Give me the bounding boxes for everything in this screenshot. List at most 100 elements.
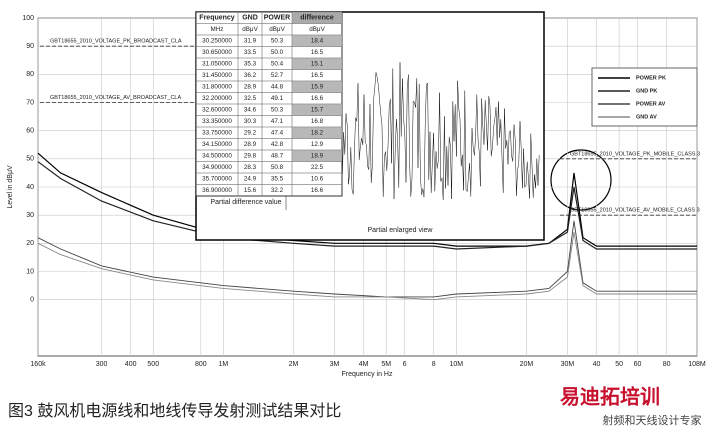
- table-text: dBμV: [309, 26, 325, 33]
- table-text: 28.9: [244, 83, 257, 90]
- x-tick-label: 1M: [219, 361, 229, 368]
- x-tick-label: 160k: [30, 361, 46, 368]
- table-text: 12.9: [311, 141, 324, 148]
- x-tick-label: 8: [432, 361, 436, 368]
- y-tick-label: 90: [26, 43, 34, 50]
- x-tick-label: 20M: [520, 361, 534, 368]
- x-tick-label: 10M: [449, 361, 463, 368]
- y-tick-label: 40: [26, 184, 34, 191]
- caption: 图3 鼓风机电源线和地线传导发射测试结果对比: [8, 402, 341, 420]
- x-tick-label: 50: [615, 361, 623, 368]
- logo-subtitle: 射频和天线设计专家: [603, 413, 702, 427]
- table-text: 35.700000: [202, 175, 232, 182]
- y-tick-label: 10: [26, 268, 34, 275]
- table-text: 15.6: [244, 187, 257, 194]
- table-text: 10.6: [311, 175, 324, 182]
- legend-label: GND PK: [636, 88, 657, 94]
- highlight-circle: [550, 149, 612, 211]
- table-text: 32.600000: [202, 106, 232, 113]
- table-cell-bg: [292, 104, 342, 116]
- table-text: 47.4: [271, 129, 284, 136]
- table-text: 16.5: [311, 72, 324, 79]
- x-tick-label: 4M: [359, 361, 369, 368]
- table-text: Frequency: [199, 15, 235, 22]
- y-tick-label: 0: [30, 297, 34, 304]
- table-text: 32.5: [244, 95, 257, 102]
- table-text: 16.6: [311, 187, 324, 194]
- series-line: [37, 232, 697, 301]
- table-text: 24.9: [244, 175, 257, 182]
- table-text: 50.3: [271, 37, 284, 44]
- table-text: 31.800000: [202, 83, 232, 90]
- table-text: dBμV: [269, 26, 285, 33]
- table-text: 31.450000: [202, 72, 232, 79]
- table-text: 18.9: [311, 152, 324, 159]
- table-text: 50.3: [271, 106, 284, 113]
- x-tick-label: 6: [403, 361, 407, 368]
- x-tick-label: 80: [663, 361, 671, 368]
- table-text: 33.5: [244, 49, 257, 56]
- y-tick-label: 30: [26, 212, 34, 219]
- logo-title: 易迪拓培训: [560, 384, 660, 408]
- inset-plot-caption: Partial enlarged view: [368, 227, 434, 234]
- table-text: 22.5: [311, 164, 324, 171]
- x-axis-label: Frequency in Hz: [342, 371, 393, 378]
- table-text: 15.7: [311, 106, 324, 113]
- table-text: difference: [300, 15, 334, 22]
- x-tick-label: 60: [634, 361, 642, 368]
- limit-label: GBT18655_2010_VOLTAGE_PK_BROADCAST_CLA: [50, 39, 182, 45]
- table-text: 34.6: [244, 106, 257, 113]
- table-text: 18.2: [311, 129, 324, 136]
- table-cell-bg: [292, 58, 342, 70]
- legend-label: POWER PK: [636, 75, 666, 81]
- legend-label: POWER AV: [636, 101, 666, 107]
- table-text: 34.150000: [202, 141, 232, 148]
- table-text: MHz: [211, 26, 224, 33]
- table-text: 48.7: [271, 152, 284, 159]
- table-text: 50.4: [271, 60, 284, 67]
- table-text: 52.7: [271, 72, 284, 79]
- table-text: 47.1: [271, 118, 284, 125]
- series-line: [37, 152, 697, 247]
- series-line: [37, 220, 697, 298]
- table-text: dBμV: [242, 26, 258, 33]
- table-text: 50.0: [271, 49, 284, 56]
- x-tick-label: 3M: [330, 361, 340, 368]
- x-tick-label: 800: [195, 361, 207, 368]
- table-cell-bg: [292, 127, 342, 139]
- table-text: 16.6: [311, 95, 324, 102]
- table-text: 18.4: [311, 37, 324, 44]
- table-text: 16.8: [311, 118, 324, 125]
- x-tick-label: 108M: [688, 361, 706, 368]
- table-cell: [291, 184, 343, 197]
- x-tick-label: 30M: [561, 361, 575, 368]
- table-text: 29.8: [244, 152, 257, 159]
- limit-label: GBT18655_2010_VOLTAGE_PK_MOBILE_CLASS 3: [570, 151, 700, 157]
- table-text: 34.500000: [202, 152, 232, 159]
- table-text: 32.200000: [202, 95, 232, 102]
- x-tick-label: 500: [147, 361, 159, 368]
- table-text: 35.5: [271, 175, 284, 182]
- table-text: 30.250000: [202, 37, 232, 44]
- table-text: 28.9: [244, 141, 257, 148]
- table-text: 33.750000: [202, 129, 232, 136]
- table-text: 34.900000: [202, 164, 232, 171]
- table-text: 29.2: [244, 129, 257, 136]
- table-cell-bg: [292, 12, 342, 24]
- y-tick-label: 20: [26, 240, 34, 247]
- x-tick-label: 300: [96, 361, 108, 368]
- table-text: 35.3: [244, 60, 257, 67]
- y-tick-label: 50: [26, 156, 34, 163]
- table-caption: Partial difference value: [210, 199, 281, 206]
- limit-label: GBT18655_2010_VOLTAGE_AV_BROADCAST_CLA: [50, 95, 181, 101]
- x-tick-label: 400: [125, 361, 137, 368]
- y-tick-label: 60: [26, 128, 34, 135]
- x-tick-label: 5M: [381, 361, 391, 368]
- x-tick-label: 2M: [289, 361, 299, 368]
- table-text: 31.050000: [202, 60, 232, 67]
- table-text: GND: [242, 15, 258, 22]
- x-tick-label: 40: [593, 361, 601, 368]
- table-text: 36.2: [244, 72, 257, 79]
- table-text: POWER: [264, 15, 290, 22]
